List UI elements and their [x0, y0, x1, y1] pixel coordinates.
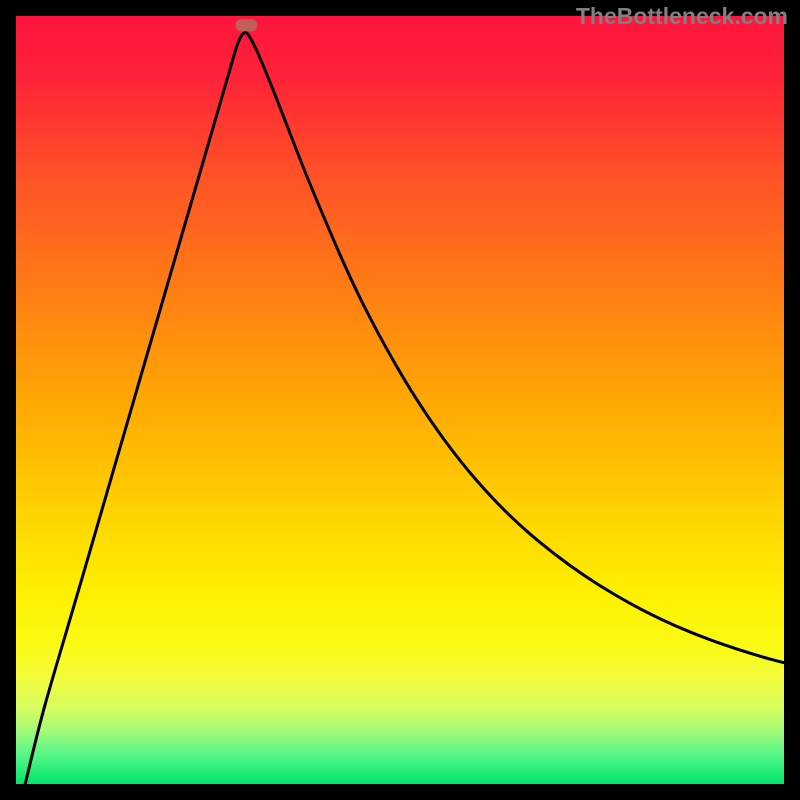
curve-layer — [16, 16, 784, 784]
chart-stage: TheBottleneck.com — [0, 0, 800, 800]
bottleneck-curve — [25, 33, 784, 784]
minimum-marker — [235, 19, 257, 31]
